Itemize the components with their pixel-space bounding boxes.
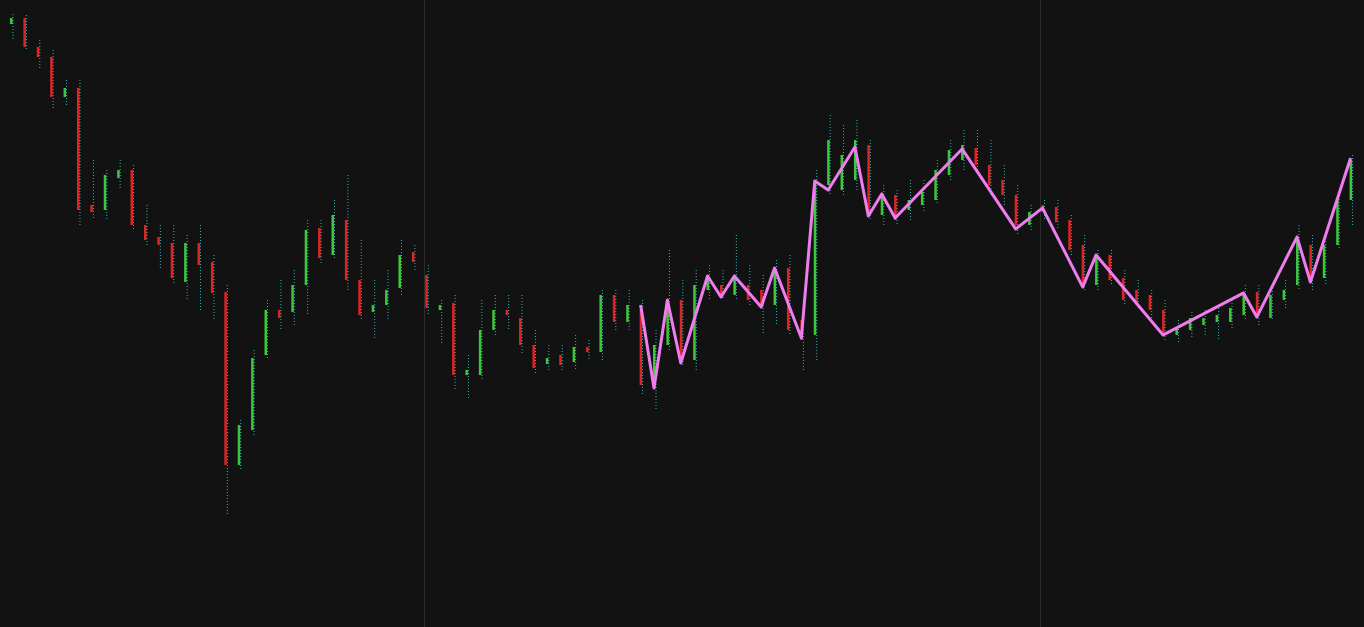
candle-body — [1095, 255, 1098, 285]
candle-body — [143, 225, 147, 240]
candle-body — [760, 290, 763, 305]
candle-body — [706, 280, 710, 290]
candle-body — [666, 300, 669, 345]
candle-body — [1135, 290, 1138, 305]
candle-body — [103, 175, 107, 210]
candle-body — [331, 215, 334, 255]
candle-body — [1336, 200, 1339, 245]
candle-body — [291, 285, 294, 312]
candle-body — [1269, 295, 1272, 318]
candle-body — [438, 305, 442, 310]
candle-body — [1054, 207, 1058, 222]
candle-body — [894, 195, 897, 220]
candle-body — [559, 355, 562, 365]
candle-body — [827, 140, 830, 185]
candle-body — [344, 220, 348, 280]
candle-body — [237, 425, 241, 465]
candle-body — [157, 237, 160, 245]
candle-body — [719, 285, 723, 295]
candle-body — [277, 310, 281, 318]
candle-body — [385, 290, 388, 305]
candle-body — [1242, 295, 1245, 315]
candle-body — [639, 310, 643, 385]
candle-body — [452, 303, 455, 375]
candle-body — [90, 205, 93, 212]
candle-body — [251, 358, 254, 430]
candle-body — [1255, 292, 1259, 318]
candle-body — [1081, 245, 1085, 285]
candle-body — [371, 305, 375, 312]
candle-body — [1296, 240, 1299, 285]
candle-body — [1309, 245, 1312, 282]
candle-body — [1148, 295, 1152, 310]
candle-body — [1202, 318, 1205, 325]
candle-body — [1162, 310, 1165, 335]
candle-body — [1349, 160, 1353, 200]
candle-body — [465, 370, 468, 375]
candle-body — [961, 145, 964, 160]
candle-body — [813, 180, 817, 335]
candle-body — [1215, 315, 1219, 322]
candle-body — [786, 268, 790, 330]
candle-body — [572, 347, 576, 362]
candle-body — [599, 295, 602, 352]
candle-body — [224, 292, 227, 465]
candle-body — [1188, 318, 1192, 330]
candle-body — [840, 155, 844, 190]
candle-body — [853, 140, 857, 180]
candle-body — [130, 170, 134, 225]
overlay-line — [639, 145, 1353, 390]
candle-body — [1001, 180, 1004, 195]
candle-body — [867, 145, 870, 215]
candle-body — [612, 295, 616, 322]
candle-body — [398, 255, 401, 288]
candle-body — [184, 243, 187, 282]
candle-body — [1229, 308, 1232, 322]
candle-body — [425, 275, 428, 308]
candle-body — [478, 330, 482, 375]
candle-body — [1175, 328, 1178, 335]
candle-body — [987, 165, 991, 185]
candle-body — [505, 310, 509, 315]
candle-body — [626, 305, 629, 322]
candle-body — [76, 88, 80, 210]
candle-body — [934, 170, 937, 200]
candle-body — [773, 270, 777, 305]
candle-body — [411, 252, 415, 262]
candle-body — [1108, 255, 1111, 280]
candle-body — [492, 310, 495, 330]
candle-body — [586, 347, 589, 352]
candle-body — [532, 345, 535, 368]
candle-body — [197, 243, 201, 265]
candle-body — [63, 88, 67, 97]
candle-body — [36, 47, 40, 57]
candle-body — [880, 195, 884, 215]
candle-body — [733, 275, 736, 295]
candle-body — [50, 57, 53, 97]
candle-body — [1068, 220, 1071, 250]
candle-body — [23, 18, 26, 47]
candle-body — [1014, 195, 1018, 225]
candle-body — [318, 228, 321, 258]
candle-body — [974, 148, 978, 165]
candle-body — [117, 170, 120, 178]
candle-body — [920, 192, 924, 205]
candle-body — [1322, 245, 1326, 278]
candle-body — [358, 280, 361, 315]
candle-body — [304, 230, 308, 285]
candle-body — [264, 310, 268, 355]
candle-body — [170, 243, 174, 278]
candle-body — [545, 358, 549, 364]
candle-body — [210, 262, 214, 293]
candle-body — [519, 318, 522, 345]
candle-body — [653, 345, 656, 385]
candle-body — [1282, 290, 1286, 300]
candle-body — [9, 18, 13, 24]
candle-body — [679, 300, 683, 360]
